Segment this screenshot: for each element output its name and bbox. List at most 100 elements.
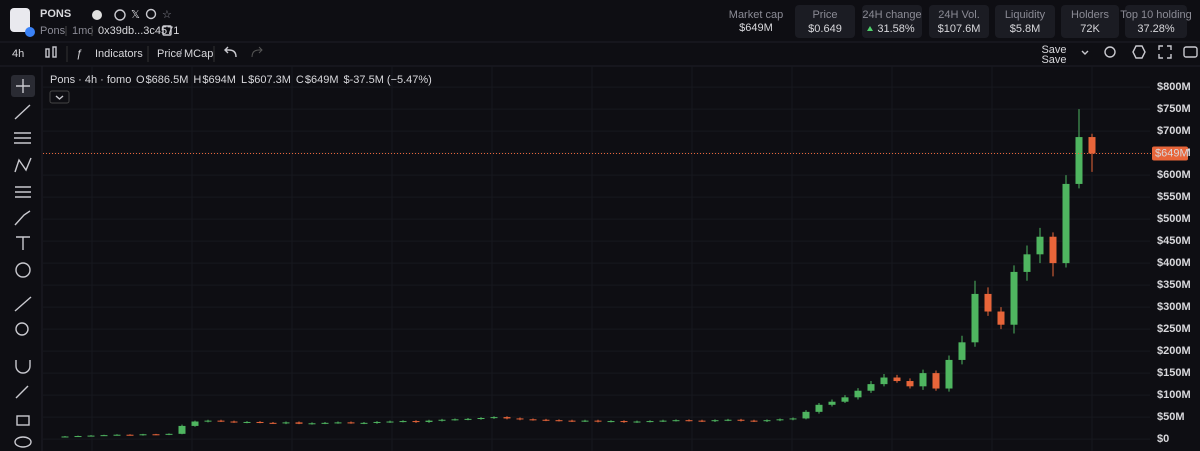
save-button[interactable]: Save	[1041, 44, 1066, 56]
candle-body	[386, 421, 394, 423]
redo-icon[interactable]	[251, 46, 263, 58]
stat-value: $107.6M	[938, 23, 981, 35]
save-menu-icon[interactable]	[1081, 50, 1089, 55]
stat-label: 24H change	[862, 9, 921, 21]
y-tick-label: $800M	[1157, 81, 1191, 93]
indicators-button[interactable]: Indicators	[95, 48, 143, 60]
token-symbol: Pons	[40, 25, 66, 37]
zoom-tool[interactable]	[15, 322, 29, 336]
ohlc-legend: O $686.5M H $694M L $607.3M C $649M $-37.5M (−5.…	[136, 74, 432, 86]
magnet-tool[interactable]	[15, 360, 31, 374]
candle-body	[347, 422, 355, 424]
verified-badge	[25, 27, 35, 37]
edit-icon[interactable]	[92, 10, 102, 20]
candle-body	[737, 419, 745, 421]
token-logo	[10, 8, 30, 32]
candle-body	[672, 420, 680, 422]
emoji-tool[interactable]	[15, 262, 31, 278]
fullscreen-icon[interactable]	[1158, 45, 1172, 59]
prediction-tool[interactable]	[15, 186, 31, 198]
candle-body	[399, 421, 407, 423]
last-price-label: $649M	[1155, 147, 1189, 159]
stat-box	[1061, 5, 1119, 38]
candle-body	[165, 433, 173, 435]
candle-body	[646, 421, 654, 423]
stat-box	[995, 5, 1055, 38]
measure-tool[interactable]	[14, 296, 32, 312]
y-tick-label: $350M	[1157, 279, 1191, 291]
candle-body	[802, 411, 810, 419]
star-icon[interactable]: ☆	[162, 9, 172, 21]
screenshot-icon[interactable]	[1183, 46, 1198, 58]
indicators-icon[interactable]: ƒ	[76, 48, 82, 60]
y-tick-label: $550M	[1157, 191, 1191, 203]
candles	[61, 109, 1096, 438]
y-tick-label: $200M	[1157, 345, 1191, 357]
candle-body	[1088, 137, 1096, 154]
y-tick-label: $400M	[1157, 257, 1191, 269]
pattern-tool[interactable]	[14, 157, 32, 173]
ohlc-value: $694M	[202, 74, 236, 86]
trendline-tool[interactable]	[14, 104, 31, 120]
mcap-toggle[interactable]: MCap	[184, 48, 213, 60]
candle-body	[373, 421, 381, 423]
candle-body	[776, 419, 784, 421]
candle-body	[1049, 236, 1057, 264]
token-address[interactable]: 0x39db...3c4571	[98, 25, 179, 37]
candle-body	[217, 420, 225, 422]
candle-body	[659, 420, 667, 422]
y-tick-label: $700M	[1157, 125, 1191, 137]
candle-body	[360, 422, 368, 424]
candle-body	[100, 435, 108, 437]
save-status: Save	[1041, 54, 1066, 66]
undo-icon[interactable]	[224, 46, 237, 58]
legend-collapse[interactable]	[49, 90, 70, 104]
candle-body	[308, 423, 316, 425]
stat-label: Top 10 holding	[1120, 9, 1192, 21]
settings-icon[interactable]	[1132, 45, 1146, 59]
zoom-icon[interactable]	[1104, 46, 1116, 58]
candle-body	[191, 421, 199, 426]
candle-body	[256, 421, 264, 423]
ohlc-value: $607.3M	[248, 74, 291, 86]
interval[interactable]: 4h	[12, 48, 24, 60]
drawing-toolbar	[11, 75, 35, 448]
ohlc-change: $-37.5M (−5.47%)	[344, 74, 432, 86]
website-icon[interactable]	[114, 9, 126, 21]
stay-drawing-tool[interactable]	[15, 385, 29, 399]
lock-tool[interactable]	[16, 415, 30, 426]
x-icon[interactable]: 𝕏	[131, 9, 140, 21]
candle-type-icon[interactable]	[45, 46, 57, 58]
up-arrow	[867, 26, 873, 31]
token-name: PONS	[40, 8, 71, 20]
stat-box	[1125, 5, 1187, 38]
y-tick-label: $250M	[1157, 323, 1191, 335]
ohlc-key: L	[241, 74, 247, 86]
stat-value: $649M	[739, 22, 773, 34]
candle-body	[789, 418, 797, 420]
stat-label: Holders	[1071, 9, 1109, 21]
candle-body	[113, 434, 121, 436]
price-toggle[interactable]: Price	[157, 48, 182, 60]
candle-body	[529, 419, 537, 421]
fib-tool[interactable]	[14, 132, 31, 144]
candle-body	[74, 436, 82, 438]
candle-body	[425, 420, 433, 422]
candle-body	[1036, 236, 1044, 255]
stat-box	[929, 5, 989, 38]
candle-body	[152, 434, 160, 436]
text-tool[interactable]	[16, 236, 30, 250]
candle-body	[880, 377, 888, 385]
brush-tool[interactable]	[14, 210, 31, 226]
chevron	[55, 95, 64, 100]
candle-body	[126, 434, 134, 436]
stat-value: $5.8M	[1010, 23, 1041, 35]
stat-value: 72K	[1080, 23, 1100, 35]
last-price-tag	[1152, 146, 1188, 161]
stat-box	[862, 5, 922, 38]
candle-body	[61, 436, 69, 438]
visibility-tool[interactable]	[14, 436, 32, 448]
copy-icon[interactable]	[162, 25, 172, 36]
search-icon[interactable]	[145, 8, 157, 20]
